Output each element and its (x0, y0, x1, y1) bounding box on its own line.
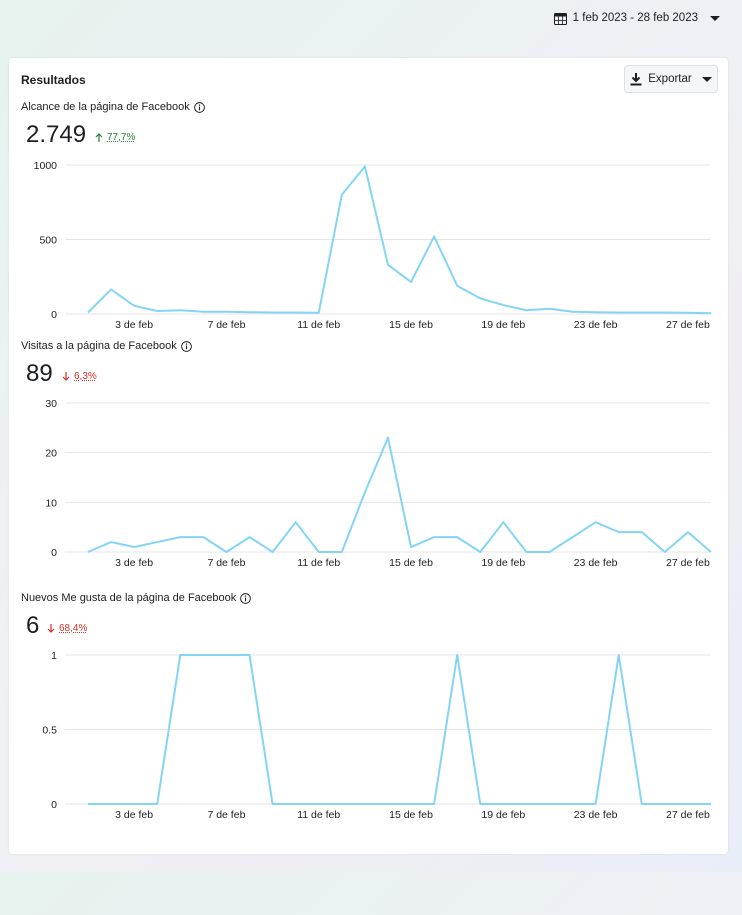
x-tick-label: 15 de feb (389, 809, 433, 821)
download-icon (630, 73, 642, 86)
delta-value: 68,4% (59, 623, 87, 634)
metric-label: Nuevos Me gusta de la página de Facebook (21, 592, 236, 604)
visits-chart: 0 10 20 30 3 de feb 7 de feb 11 de feb 15 de fe… (9, 388, 728, 663)
x-tick-label: 11 de feb (297, 319, 340, 331)
x-tick-label: 23 de feb (574, 809, 618, 821)
x-tick-label: 23 de feb (574, 319, 618, 331)
card-title: Resultados (21, 73, 86, 87)
metric-label: Alcance de la página de Facebook (21, 101, 190, 113)
x-tick-label: 19 de feb (481, 319, 525, 331)
y-tick-label: 0 (51, 309, 57, 321)
delta-badge: 68,4% (47, 623, 87, 634)
x-tick-label: 7 de feb (207, 809, 245, 821)
y-tick-label: 0 (51, 799, 57, 811)
info-icon[interactable] (194, 102, 205, 113)
x-tick-label: 15 de feb (389, 319, 433, 331)
x-tick-label: 7 de feb (207, 319, 245, 331)
x-tick-label: 19 de feb (481, 809, 525, 821)
info-icon[interactable] (240, 593, 251, 604)
export-button[interactable]: Exportar (624, 65, 718, 93)
y-tick-label: 30 (45, 398, 57, 410)
arrow-up-icon (95, 133, 103, 142)
x-tick-label: 27 de feb (666, 319, 710, 331)
x-tick-label: 3 de feb (115, 809, 153, 821)
x-tick-label: 11 de feb (297, 557, 340, 569)
x-tick-label: 15 de feb (389, 557, 433, 569)
results-card: Resultados Exportar Alcance de la página… (9, 58, 728, 854)
y-tick-label: 500 (39, 235, 57, 247)
reach-chart: 0 500 1000 3 de feb 7 de feb 11 de feb 15 de f… (9, 150, 728, 425)
arrow-down-icon (47, 624, 55, 633)
x-tick-label: 19 de feb (481, 557, 525, 569)
info-icon[interactable] (181, 341, 192, 352)
x-tick-label: 27 de feb (666, 557, 710, 569)
delta-badge: 6,3% (62, 371, 97, 382)
x-tick-label: 7 de feb (207, 557, 245, 569)
delta-value: 6,3% (74, 371, 97, 382)
x-tick-label: 3 de feb (115, 557, 153, 569)
chevron-down-icon (710, 16, 720, 21)
date-range-picker[interactable]: 1 feb 2023 - 28 feb 2023 (554, 9, 720, 27)
date-range-label: 1 feb 2023 - 28 feb 2023 (573, 12, 698, 24)
metric-label: Visitas a la página de Facebook (21, 340, 177, 352)
series-line (88, 438, 711, 552)
delta-badge: 77,7% (95, 132, 135, 143)
x-tick-label: 3 de feb (115, 319, 153, 331)
calendar-icon (554, 12, 567, 25)
x-tick-label: 27 de feb (666, 809, 710, 821)
y-tick-label: 1 (51, 650, 57, 662)
export-label: Exportar (648, 73, 691, 85)
metric-value: 2.749 (26, 121, 86, 149)
y-tick-label: 1000 (34, 160, 58, 172)
x-tick-label: 23 de feb (574, 557, 618, 569)
x-tick-label: 11 de feb (297, 809, 340, 821)
metric-value: 89 (26, 360, 53, 388)
y-tick-label: 0.5 (42, 725, 57, 737)
y-tick-label: 20 (45, 448, 57, 460)
chevron-down-icon (702, 77, 712, 82)
metric-value: 6 (26, 612, 39, 640)
y-tick-label: 10 (45, 497, 57, 509)
y-tick-label: 0 (51, 547, 57, 559)
delta-value: 77,7% (107, 132, 135, 143)
new-likes-chart: 0 0.5 1 3 de feb 7 de feb 11 de feb 15 de feb 1… (9, 640, 728, 915)
arrow-down-icon (62, 372, 70, 381)
